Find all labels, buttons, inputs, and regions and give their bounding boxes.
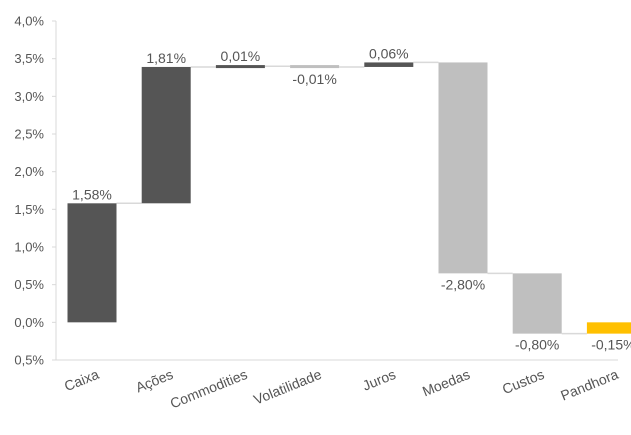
bar-custos: [512, 273, 562, 334]
category-label: Ações: [133, 366, 175, 395]
data-label-group: 1,58% 1,81% 0,01% -0,01% 0,06% -2,80% -0,80% -0…: [72, 45, 631, 352]
category-label: Pandhora: [558, 366, 620, 404]
y-tick-label: 1,5%: [14, 202, 44, 217]
category-label: Juros: [360, 366, 398, 394]
bar-caixa: [67, 203, 117, 323]
axis-group: 0,5% 0,0% 0,5% 1,0% 1,5% 2,0% 2,5% 3,0% 3,5% 4,0%: [14, 14, 618, 368]
y-tick-label: 1,0%: [14, 240, 44, 255]
y-tick-label: 0,0%: [14, 315, 44, 330]
bar-juros: [364, 62, 414, 67]
y-tick-label: 0,5%: [14, 277, 44, 292]
category-label: Caixa: [62, 366, 101, 394]
data-label: -0,01%: [292, 71, 336, 87]
data-label: 0,01%: [221, 48, 261, 64]
data-label: 1,81%: [146, 50, 186, 66]
connector-group: [116, 61, 587, 335]
y-tick-label: 0,5%: [14, 353, 44, 368]
y-tick-label: 3,5%: [14, 51, 44, 66]
bar-a-es: [141, 66, 191, 204]
bar-group: [67, 62, 631, 334]
category-label: Moedas: [420, 366, 472, 399]
y-tick-label: 2,0%: [14, 164, 44, 179]
bar-volatilidade: [290, 65, 340, 69]
y-tick-label: 4,0%: [14, 14, 44, 29]
data-label: -0,15%: [591, 337, 631, 353]
y-tick-label: 2,5%: [14, 127, 44, 142]
bar-moedas: [438, 62, 488, 274]
data-label: -0,80%: [515, 337, 559, 353]
category-label: Volatilidade: [251, 366, 324, 408]
bar-commodities: [215, 65, 265, 69]
category-label: Commodities: [168, 366, 250, 411]
bar-pandhora: [586, 322, 631, 334]
data-label: 0,06%: [369, 45, 409, 61]
data-label: -2,80%: [441, 276, 485, 292]
data-label: 1,58%: [72, 186, 112, 202]
y-tick-label: 3,0%: [14, 89, 44, 104]
category-label: Custos: [500, 366, 546, 397]
